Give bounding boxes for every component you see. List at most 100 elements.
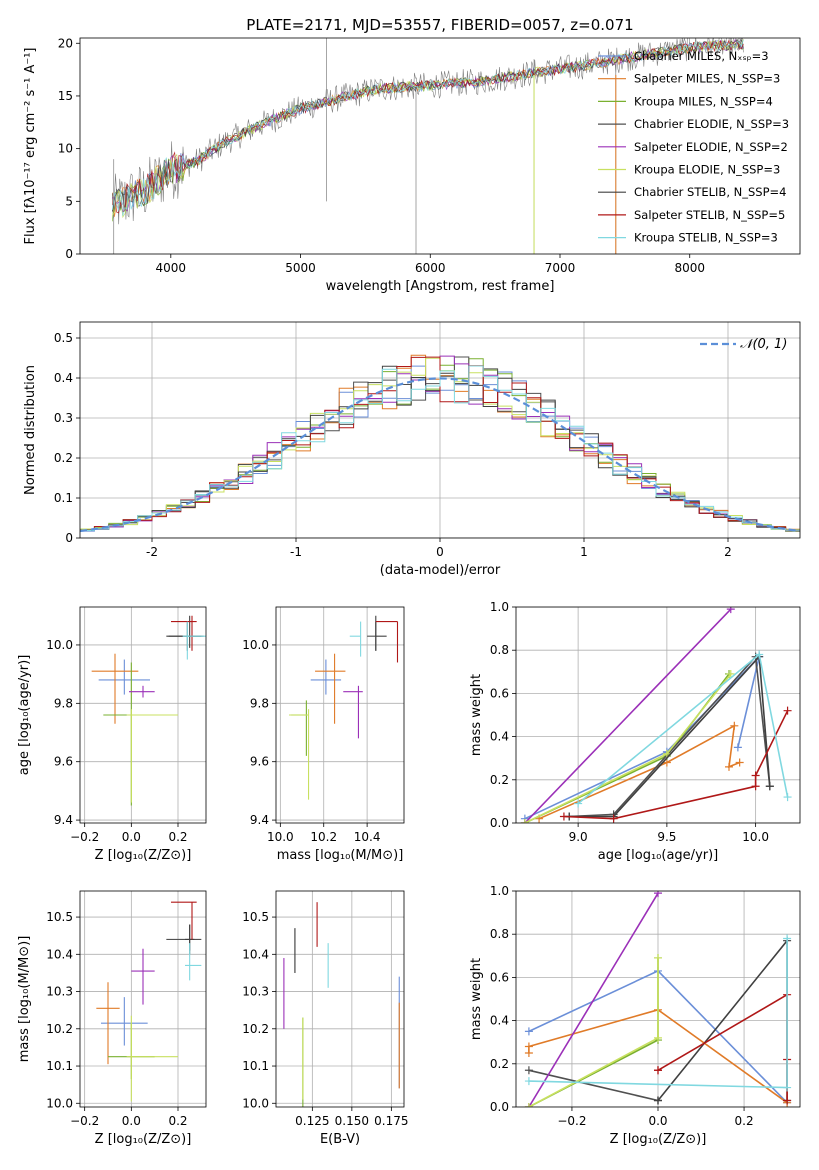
y-tick-label: 10.3 [242,985,269,999]
legend-label: Kroupa STELIB, N_SSP=3 [634,231,778,245]
plot-area [80,891,206,1107]
x-axis-label: Z [log₁₀(Z/Z⊙)] [95,848,192,863]
errorbar-point-6 [126,709,178,803]
y-tick-label: 0.6 [490,686,509,700]
x-tick-label: 2 [724,545,732,559]
series-marker [524,1027,533,1036]
x-tick-label: 10.0 [742,830,769,844]
x-tick-label: 6000 [415,261,446,275]
errorbar-point-6 [126,1015,178,1102]
y-tick-label: 0.2 [54,451,73,465]
legend-label: Kroupa MILES, N_SSP=4 [634,94,773,108]
series-marker [783,1083,792,1092]
series-marker [524,1077,533,1086]
errorbar-point-4 [367,621,377,651]
axes-mass_vs_EBV: 0.125 0.150 0.175 10.0 10.1 10.2 10.3 10.4 10.5 E… [242,890,409,1147]
series-marker [524,1042,533,1051]
series-line [538,724,740,820]
series-marker [574,799,583,808]
legend-label: Chabrier ELODIE, N_SSP=3 [634,117,789,131]
errorbar-point-7 [166,615,202,648]
y-tick-label: 0.8 [490,643,509,657]
x-axis-label: age [log₁₀(age/yr)] [598,848,719,863]
gaussian-curve [80,377,800,533]
x-tick-label: 0.2 [168,830,187,844]
errorbar-point-1 [310,659,342,695]
series-marker [726,607,735,614]
series-marker [559,812,568,821]
axes-mass_vs_Z: −0.2 0.0 0.2 10.0 10.1 10.2 10.3 10.4 10.5 Z [log… [17,890,207,1147]
series-marker [751,771,760,780]
x-axis-label: Z [log₁₀(Z/Z⊙)] [610,1132,707,1147]
legend-label: Kroupa ELODIE, N_SSP=3 [634,163,780,177]
series-marker [783,934,792,943]
x-tick-label: 1 [580,545,588,559]
series-marker [524,1066,533,1075]
axes-spectrum: 4000 5000 6000 7000 8000 0 5 10 15 20 wavelength [… [23,36,801,294]
axes-age_vs_Z: −0.2 0.0 0.2 9.4 9.6 9.8 10.0 Z [log₁₀(Z/Z⊙)] ag… [17,606,207,863]
errorbar-point-9 [349,621,362,657]
x-axis-label: (data-model)/error [380,563,501,578]
axes-frame [79,321,801,539]
x-tick-label: 0.175 [374,1114,408,1128]
x-tick-label: 0.125 [295,1114,329,1128]
x-tick-label: 0.0 [648,1114,667,1128]
axes-frame [275,890,405,1108]
axes-frame [79,890,207,1108]
legend-label: 𝒩(0, 1) [740,337,787,352]
y-tick-label: 10.2 [242,1022,269,1036]
y-tick-label: 0 [65,531,73,545]
y-tick-label: 10.4 [46,947,73,961]
y-tick-label: 10.0 [46,1096,73,1110]
series-marker [735,758,744,767]
y-tick-label: 10.0 [242,638,269,652]
x-tick-label: 9.5 [657,830,676,844]
series-line [563,710,789,820]
plot-area [516,607,800,823]
x-tick-label: −0.2 [557,1114,586,1128]
plot-area [80,607,206,823]
errorbar-point-4 [166,924,202,955]
x-axis-label: E(B-V) [320,1132,360,1147]
legend-label: Salpeter ELODIE, N_SSP=2 [634,140,788,154]
y-tick-label: 10.0 [242,1096,269,1110]
x-tick-label: 7000 [545,261,576,275]
x-tick-label: 10.2 [310,830,337,844]
x-axis-label: wavelength [Angstrom, rest frame] [326,279,555,294]
y-tick-label: 5 [65,194,73,208]
legend-label: Salpeter STELIB, N_SSP=5 [634,208,785,222]
y-tick-label: 10.5 [242,910,269,924]
axes-frame [79,606,207,824]
y-tick-label: 0.0 [490,1100,509,1114]
series-marker [733,743,742,752]
errorbar-point-5 [129,685,155,698]
series-marker [654,1066,662,1075]
x-tick-label: 0.0 [122,1114,141,1128]
y-tick-label: 0.2 [490,1057,509,1071]
x-tick-label: 9.0 [569,830,588,844]
errorbar-point-1 [98,659,150,695]
series-marker [654,891,662,898]
y-tick-label: 0.4 [490,1014,509,1028]
errorbar-point-8 [171,615,197,651]
y-tick-label: 1.0 [490,884,509,898]
y-tick-label: 0.6 [490,970,509,984]
x-tick-label: 0 [436,545,444,559]
x-tick-label: -1 [290,545,302,559]
series-marker [730,721,739,730]
y-tick-label: 10.5 [46,910,73,924]
errorbar-point-3 [291,700,307,756]
x-tick-label: −0.2 [70,1114,99,1128]
y-tick-label: 0.3 [54,411,73,425]
x-tick-label: 10.0 [267,830,294,844]
model-line-9 [112,39,744,217]
series-marker [654,1033,662,1042]
axes-frame [275,606,405,824]
series-5 [524,891,662,1107]
x-tick-label: −0.2 [70,830,99,844]
y-tick-label: 10.1 [242,1059,269,1073]
series-8 [559,706,792,823]
y-tick-label: 0.2 [490,773,509,787]
errorbar-point-6 [289,709,310,800]
